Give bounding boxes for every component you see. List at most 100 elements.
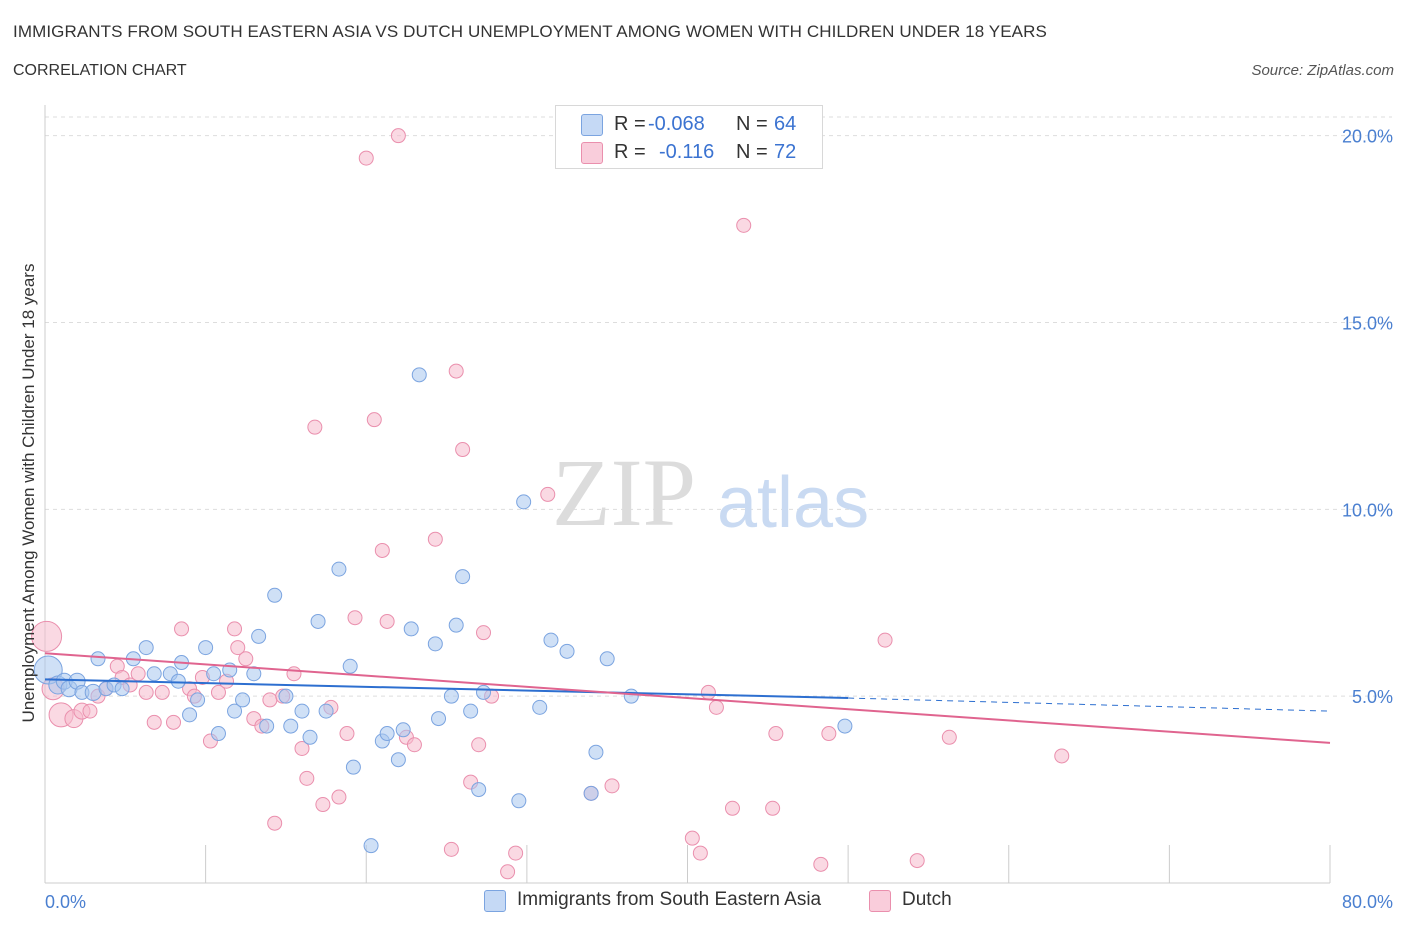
data-point bbox=[302, 729, 318, 745]
data-point bbox=[443, 688, 459, 704]
data-point bbox=[154, 684, 170, 700]
data-point bbox=[379, 726, 395, 742]
data-point bbox=[463, 703, 479, 719]
data-point bbox=[813, 856, 829, 872]
data-point bbox=[170, 673, 186, 689]
data-point bbox=[540, 486, 556, 502]
data-point bbox=[508, 845, 524, 861]
data-point bbox=[206, 666, 222, 682]
data-point bbox=[583, 785, 599, 801]
grid-lines bbox=[45, 116, 1392, 697]
data-point bbox=[431, 711, 447, 727]
watermark-atlas: atlas bbox=[717, 463, 869, 543]
data-point bbox=[339, 726, 355, 742]
n-value: 72 bbox=[774, 141, 797, 163]
data-point bbox=[267, 587, 283, 603]
data-point bbox=[262, 692, 278, 708]
data-point bbox=[448, 617, 464, 633]
r-value: -0.068 bbox=[648, 113, 705, 135]
data-point bbox=[315, 797, 331, 813]
series-immigrants-points bbox=[33, 367, 853, 854]
data-point bbox=[427, 531, 443, 547]
data-point bbox=[246, 666, 262, 682]
axes bbox=[44, 105, 1331, 884]
data-point bbox=[700, 684, 716, 700]
tick-labels: 5.0% 10.0% 15.0% 20.0% 0.0% 80.0% bbox=[45, 127, 1393, 912]
data-point bbox=[516, 494, 532, 510]
data-point bbox=[267, 815, 283, 831]
data-points bbox=[31, 128, 1070, 880]
legend-swatch-pink bbox=[869, 890, 891, 912]
data-point bbox=[443, 841, 459, 857]
data-point bbox=[166, 714, 181, 730]
data-point bbox=[130, 666, 146, 682]
r-value: -0.116 bbox=[659, 141, 715, 163]
data-point bbox=[604, 778, 620, 794]
data-point bbox=[294, 740, 310, 756]
data-point bbox=[1054, 748, 1070, 764]
data-point bbox=[448, 363, 464, 379]
data-point bbox=[174, 621, 190, 637]
data-point bbox=[476, 684, 492, 700]
data-point bbox=[684, 830, 700, 846]
data-point bbox=[406, 737, 422, 753]
data-point bbox=[471, 782, 487, 798]
data-point bbox=[500, 864, 516, 880]
x-tick-label: 0.0% bbox=[45, 892, 86, 912]
trend-line-dutch bbox=[44, 652, 1331, 744]
data-point bbox=[532, 699, 548, 715]
data-point bbox=[363, 838, 379, 854]
data-point bbox=[941, 729, 957, 745]
data-point bbox=[708, 699, 724, 715]
chart-title: IMMIGRANTS FROM SOUTH EASTERN ASIA VS DU… bbox=[13, 22, 1047, 41]
data-point bbox=[210, 684, 226, 700]
data-point bbox=[331, 561, 347, 577]
data-point bbox=[366, 412, 382, 428]
n-label: N = bbox=[736, 113, 768, 135]
data-point bbox=[307, 419, 323, 435]
data-point bbox=[765, 800, 781, 816]
data-point bbox=[724, 800, 740, 816]
r-label: R = bbox=[614, 113, 646, 135]
series-dutch-points bbox=[31, 128, 1070, 880]
data-point bbox=[82, 703, 98, 719]
series-name: Dutch bbox=[902, 889, 952, 910]
data-point bbox=[395, 722, 411, 738]
data-point bbox=[599, 651, 615, 667]
data-point bbox=[210, 726, 226, 742]
y-tick-label: 20.0% bbox=[1342, 127, 1393, 147]
trend-line-immigrants-extension bbox=[848, 697, 1331, 712]
data-point bbox=[138, 640, 154, 656]
data-point bbox=[227, 703, 243, 719]
data-point bbox=[227, 621, 243, 637]
x-tick-label: 80.0% bbox=[1342, 892, 1393, 912]
data-point bbox=[379, 613, 395, 629]
data-point bbox=[283, 718, 299, 734]
data-point bbox=[455, 442, 471, 458]
data-point bbox=[318, 703, 334, 719]
series-name: Immigrants from South Eastern Asia bbox=[517, 889, 822, 910]
n-label: N = bbox=[736, 141, 768, 163]
data-point bbox=[347, 610, 363, 626]
data-point bbox=[114, 681, 130, 697]
data-point bbox=[411, 367, 427, 383]
data-point bbox=[146, 666, 162, 682]
data-point bbox=[146, 714, 162, 730]
data-point bbox=[294, 703, 310, 719]
data-point bbox=[182, 707, 198, 723]
y-tick-label: 5.0% bbox=[1352, 687, 1393, 707]
data-point bbox=[286, 666, 302, 682]
data-point bbox=[358, 150, 374, 166]
data-point bbox=[471, 737, 487, 753]
chart-subtitle: CORRELATION CHART bbox=[13, 62, 187, 79]
data-point bbox=[390, 752, 406, 768]
y-tick-label: 10.0% bbox=[1342, 500, 1393, 520]
data-point bbox=[692, 845, 708, 861]
y-axis-label: Unemployment Among Women with Children U… bbox=[19, 264, 38, 723]
data-point bbox=[198, 640, 214, 656]
r-label: R = bbox=[614, 141, 646, 163]
data-point bbox=[310, 613, 326, 629]
data-point bbox=[559, 643, 575, 659]
data-point bbox=[251, 628, 267, 644]
y-tick-label: 15.0% bbox=[1342, 314, 1393, 334]
